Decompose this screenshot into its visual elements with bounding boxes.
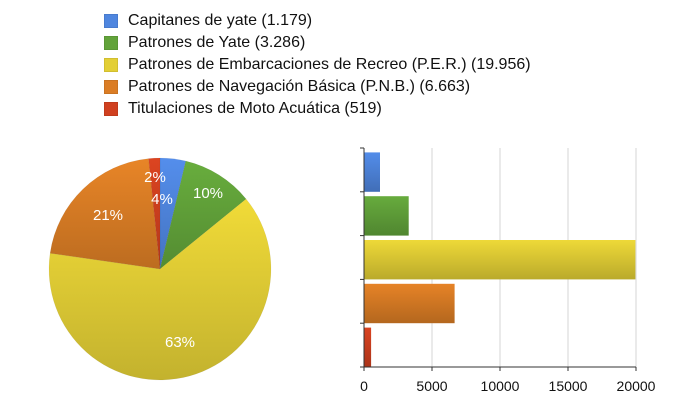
legend-item: Titulaciones de Moto Acuática (519) xyxy=(104,98,531,120)
legend-label: Titulaciones de Moto Acuática (519) xyxy=(128,100,382,117)
x-tick-label: 5000 xyxy=(416,378,447,394)
legend-label: Patrones de Yate (3.286) xyxy=(128,34,306,51)
pie-percent-label: 4% xyxy=(151,191,173,208)
pie-slice xyxy=(148,157,161,270)
legend-swatch xyxy=(104,36,118,50)
bar xyxy=(364,196,409,236)
x-tick-label: 20000 xyxy=(617,378,656,394)
pie-percent-label: 2% xyxy=(144,169,166,186)
legend-swatch xyxy=(104,80,118,94)
pie-slice xyxy=(48,198,272,381)
legend-item: Patrones de Yate (3.286) xyxy=(104,32,531,54)
bar xyxy=(364,152,380,192)
legend-label: Capitanes de yate (1.179) xyxy=(128,12,313,29)
x-tick-label: 15000 xyxy=(549,378,588,394)
bar xyxy=(364,327,372,367)
pie-slice xyxy=(49,158,161,270)
legend-item: Capitanes de yate (1.179) xyxy=(104,10,531,32)
x-tick-label: 10000 xyxy=(481,378,520,394)
legend-label: Patrones de Embarcaciones de Recreo (P.E… xyxy=(128,56,531,73)
legend-label: Patrones de Navegación Básica (P.N.B.) (… xyxy=(128,78,471,95)
legend-swatch xyxy=(104,58,118,72)
pie-chart: 4% 10% 63% 21% 2% xyxy=(48,157,272,381)
legend-item: Patrones de Navegación Básica (P.N.B.) (… xyxy=(104,76,531,98)
bar xyxy=(364,240,636,280)
legend-item: Patrones de Embarcaciones de Recreo (P.E… xyxy=(104,54,531,76)
chart-legend: Capitanes de yate (1.179) Patrones de Ya… xyxy=(104,10,531,120)
legend-swatch xyxy=(104,102,118,116)
pie-percent-label: 10% xyxy=(193,185,223,202)
pie-slice xyxy=(159,157,187,270)
pie-percent-label: 63% xyxy=(165,334,195,351)
bar-chart: 0 5000 10000 15000 20000 xyxy=(360,147,656,394)
legend-swatch xyxy=(104,14,118,28)
pie-slice xyxy=(159,160,247,270)
bar xyxy=(364,283,455,324)
x-tick-label: 0 xyxy=(360,378,368,394)
pie-percent-label: 21% xyxy=(93,207,123,224)
